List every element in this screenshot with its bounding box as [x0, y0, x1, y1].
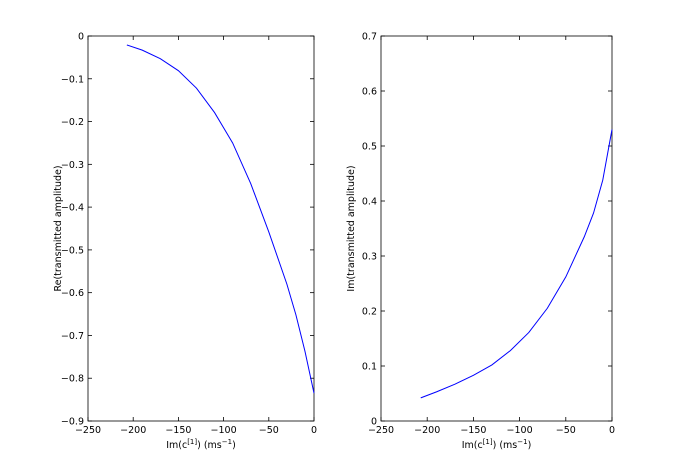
x-tick-label: −250 — [368, 425, 394, 436]
y-tick-label: 0.7 — [362, 32, 377, 43]
y-tick-label: −0.2 — [61, 117, 84, 128]
y-tick-label: 0 — [371, 417, 377, 428]
x-tick-label: −50 — [556, 425, 576, 436]
y-tick-label: −0.9 — [61, 417, 84, 428]
x-axis-label: Im(c[1]) (ms−1) — [166, 438, 236, 451]
y-tick-label: −0.1 — [61, 74, 84, 85]
y-tick-label: 0 — [78, 32, 84, 43]
y-tick-label: 0.6 — [362, 87, 377, 98]
x-tick-label: 0 — [609, 425, 615, 436]
x-tick-label: 0 — [311, 425, 317, 436]
y-tick-label: 0.3 — [362, 252, 377, 263]
y-tick-label: −0.4 — [61, 203, 84, 214]
x-tick-label: −150 — [165, 425, 191, 436]
y-tick-label: 0.5 — [362, 142, 377, 153]
left-plot-panel: −250 −200 −150 −100 −50 0 0 −0.1 −0.2 −0.3 −0.4 −0.… — [53, 32, 317, 452]
x-tick-label: −100 — [507, 425, 533, 436]
x-tick-label: −250 — [75, 425, 101, 436]
plot-area — [380, 35, 613, 422]
data-series-line — [126, 44, 315, 394]
x-axis-label: Im(c[1]) (ms−1) — [462, 438, 532, 451]
x-tick-label: −200 — [120, 425, 146, 436]
y-tick-label: −0.3 — [61, 160, 84, 171]
y-axis-label: Im(transmitted amplitude) — [346, 165, 357, 291]
y-tick-label: −0.5 — [61, 245, 84, 256]
data-series-line — [420, 129, 613, 399]
x-tick-label: −200 — [414, 425, 440, 436]
y-axis-label: Re(transmitted amplitude) — [53, 165, 64, 291]
y-tick-label: 0.4 — [362, 197, 377, 208]
y-tick-label: 0.1 — [362, 362, 377, 373]
y-tick-label: 0.2 — [362, 307, 377, 318]
x-tick-label: −100 — [211, 425, 237, 436]
x-tick-label: −50 — [259, 425, 279, 436]
plot-area — [87, 35, 315, 422]
right-plot-panel: −250 −200 −150 −100 −50 0 0 0.1 0.2 0.3 0.4 0.5 0.6 0… — [346, 32, 615, 452]
y-tick-label: −0.6 — [61, 288, 84, 299]
y-tick-label: −0.8 — [61, 374, 84, 385]
y-tick-label: −0.7 — [61, 331, 84, 342]
x-tick-label: −150 — [460, 425, 486, 436]
